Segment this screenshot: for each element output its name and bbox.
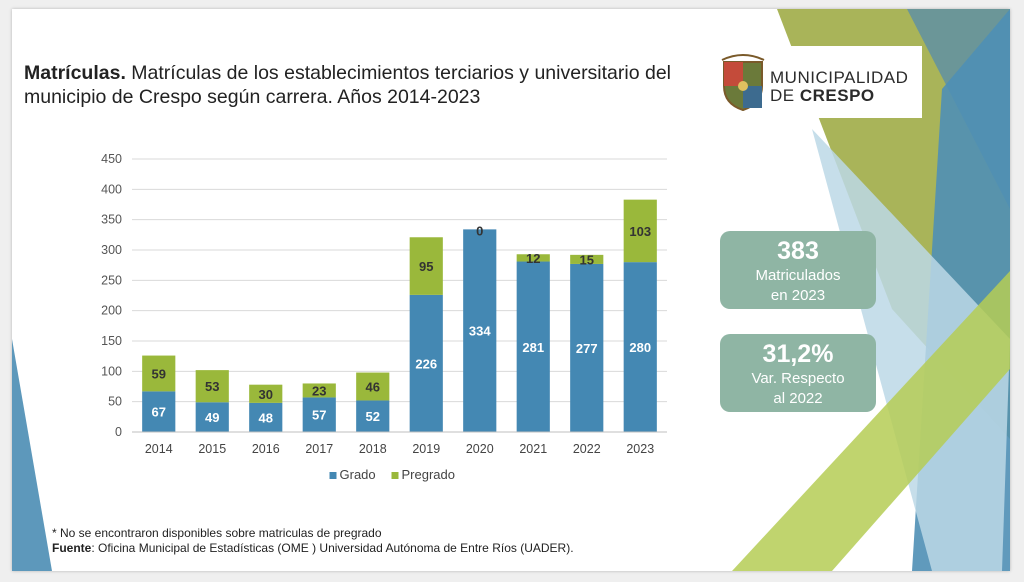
crest-icon [721, 54, 765, 112]
data-label: 280 [629, 340, 651, 355]
title-bold: Matrículas. [24, 62, 126, 84]
footnote-note: * No se encontraron disponibles sobre ma… [52, 526, 382, 540]
municipality-logo: MUNICIPALIDAD DE CRESPO [716, 46, 922, 118]
x-tick-label: 2014 [145, 442, 173, 456]
bar-grado-2016 [249, 402, 283, 432]
data-label: 57 [312, 408, 326, 423]
bar-pregrado-2017 [302, 383, 336, 398]
bar-grado-2019 [409, 294, 443, 432]
data-label: 67 [152, 405, 166, 420]
y-tick-label: 150 [101, 334, 122, 348]
data-label: 281 [522, 340, 544, 355]
kpi-value: 31,2% [762, 340, 834, 368]
data-label: 0 [476, 223, 483, 238]
data-label: 52 [366, 409, 380, 424]
bar-grado-2018 [356, 400, 390, 432]
page-title: Matrículas. Matrículas de los establecim… [24, 61, 724, 109]
y-tick-label: 250 [101, 273, 122, 287]
x-tick-label: 2017 [305, 442, 333, 456]
footnote-source-label: Fuente [52, 541, 92, 555]
x-tick-label: 2022 [573, 442, 601, 456]
y-tick-label: 0 [115, 425, 122, 439]
bar-pregrado-2019 [409, 237, 443, 295]
x-tick-label: 2023 [626, 442, 654, 456]
data-label: 334 [469, 324, 491, 339]
bar-pregrado-2016 [249, 384, 283, 403]
kpi-card-enrolled: 383 Matriculados en 2023 [720, 231, 876, 309]
legend-label: Grado [340, 467, 376, 482]
data-label: 59 [152, 366, 166, 381]
kpi-label-line2: al 2022 [773, 390, 823, 407]
data-label: 53 [205, 379, 219, 394]
data-label: 277 [576, 341, 598, 356]
bar-grado-2017 [302, 397, 336, 432]
data-label: 226 [415, 356, 437, 371]
title-text: Matrículas de los establecimientos terci… [24, 62, 672, 108]
data-label: 46 [366, 380, 380, 395]
y-tick-label: 350 [101, 213, 122, 227]
logo-text-line1: MUNICIPALIDAD [770, 68, 909, 87]
logo-text-prefix: DE [770, 86, 800, 105]
bar-pregrado-2021 [516, 254, 550, 262]
data-label: 23 [312, 383, 326, 398]
kpi-label-line2: en 2023 [770, 287, 826, 304]
logo-text-bold: CRESPO [799, 86, 875, 105]
logo-text-line2: DE CRESPO [770, 86, 875, 106]
kpi-value: 383 [777, 237, 819, 265]
kpi-label-line1: Var. Respecto [751, 370, 845, 387]
kpi-card-variation: 31,2% Var. Respecto al 2022 [720, 334, 876, 412]
bar-pregrado-2015 [195, 370, 229, 403]
kpi-label-line1: Matriculados [755, 267, 841, 284]
y-tick-label: 400 [101, 182, 122, 196]
y-tick-label: 50 [108, 395, 122, 409]
data-label: 48 [259, 410, 273, 425]
x-tick-label: 2019 [412, 442, 440, 456]
data-label: 103 [629, 224, 651, 239]
bar-grado-2015 [195, 402, 229, 432]
bar-grado-2020 [463, 229, 497, 432]
bar-grado-2021 [516, 261, 550, 432]
x-tick-label: 2018 [359, 442, 387, 456]
stacked-bar-chart: 0501001502002503003504004506759201449532… [101, 152, 667, 482]
legend-label: Pregrado [402, 467, 455, 482]
data-label: 12 [526, 251, 540, 266]
bar-grado-2023 [623, 262, 657, 432]
bar-grado-2014 [142, 391, 176, 432]
bar-pregrado-2014 [142, 355, 176, 392]
y-tick-label: 450 [101, 152, 122, 166]
data-label: 49 [205, 410, 219, 425]
data-label: 30 [259, 387, 273, 402]
footnote: * No se encontraron disponibles sobre ma… [52, 526, 574, 556]
bar-grado-2022 [570, 263, 604, 432]
x-tick-label: 2015 [198, 442, 226, 456]
deco-left-blue-corner [12, 339, 52, 571]
footnote-source-text: : Oficina Municipal de Estadísticas (OME… [91, 541, 574, 555]
slide: Matrículas. Matrículas de los establecim… [12, 9, 1010, 571]
data-label: 95 [419, 259, 433, 274]
legend-swatch [329, 472, 337, 479]
x-tick-label: 2021 [519, 442, 547, 456]
bar-pregrado-2022 [570, 254, 604, 264]
x-tick-label: 2016 [252, 442, 280, 456]
y-tick-label: 100 [101, 364, 122, 378]
data-label: 15 [580, 252, 594, 267]
footnote-source: Fuente: Oficina Municipal de Estadística… [52, 541, 574, 556]
y-tick-label: 200 [101, 304, 122, 318]
x-tick-label: 2020 [466, 442, 494, 456]
deco-lime-stripe [732, 271, 1010, 571]
bar-pregrado-2018 [356, 372, 390, 401]
bar-pregrado-2023 [623, 199, 657, 263]
legend-swatch [391, 472, 399, 479]
y-tick-label: 300 [101, 243, 122, 257]
